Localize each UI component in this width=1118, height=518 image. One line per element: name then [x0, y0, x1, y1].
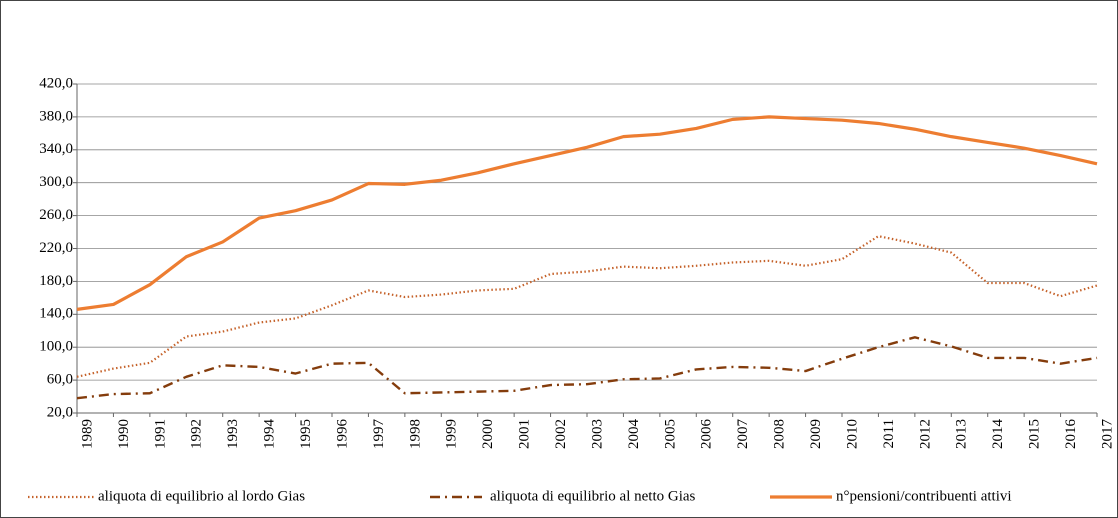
y-tick-label: 420,0 [39, 75, 73, 91]
x-tick-label: 1994 [262, 419, 278, 450]
x-tick-label: 1998 [407, 419, 423, 449]
x-tick-label: 2014 [990, 419, 1006, 450]
series-line [76, 336, 1098, 400]
x-tick-label: 2003 [589, 419, 605, 449]
x-tick-label: 2004 [626, 419, 642, 450]
y-tick-label: 100,0 [39, 339, 73, 355]
x-tick-label: 1993 [225, 419, 241, 449]
x-tick-label: 2001 [517, 419, 533, 449]
x-tick-label: 2012 [917, 419, 933, 449]
x-tick-label: 2006 [699, 419, 715, 450]
x-tick-label: 1997 [371, 419, 387, 450]
x-tick-label: 2013 [954, 419, 970, 449]
x-tick-label: 1995 [298, 419, 314, 449]
y-tick-label: 60,0 [47, 372, 73, 388]
y-tick-label: 300,0 [39, 174, 73, 190]
x-tick-label: 2008 [772, 419, 788, 449]
x-tick-label: 1991 [152, 419, 168, 449]
x-tick-label: 2005 [662, 419, 678, 449]
y-tick-label: 340,0 [39, 141, 73, 157]
x-tick-label: 2002 [553, 419, 569, 449]
legend-label: aliquota di equilibrio al lordo Gias [98, 488, 305, 504]
x-tick-label: 2011 [881, 419, 897, 448]
y-tick-label: 180,0 [39, 273, 73, 289]
y-tick-label: 380,0 [39, 108, 73, 124]
y-tick-label: 20,0 [47, 404, 73, 420]
y-tick-label: 140,0 [39, 306, 73, 322]
x-tick-label: 1996 [334, 419, 350, 450]
x-tick-label: 1989 [79, 419, 95, 449]
x-tick-label: 2007 [735, 419, 751, 450]
x-tick-label: 2016 [1063, 419, 1079, 450]
x-tick-label: 2000 [480, 419, 496, 449]
x-tick-label: 1999 [444, 419, 460, 449]
x-tick-label: 2015 [1027, 419, 1043, 449]
x-tick-label: 1990 [116, 419, 132, 449]
y-tick-label: 220,0 [39, 240, 73, 256]
x-tick-label: 2009 [808, 419, 824, 449]
x-tick-label: 2017 [1099, 419, 1115, 450]
legend-label: n°pensioni/contribuenti attivi [836, 488, 1012, 504]
series-line [76, 115, 1098, 311]
series-line [76, 235, 1098, 378]
legend-label: aliquota di equilibrio al netto Gias [490, 488, 696, 504]
x-tick-label: 2010 [844, 419, 860, 449]
y-tick-label: 260,0 [39, 207, 73, 223]
x-tick-label: 1992 [189, 419, 205, 449]
